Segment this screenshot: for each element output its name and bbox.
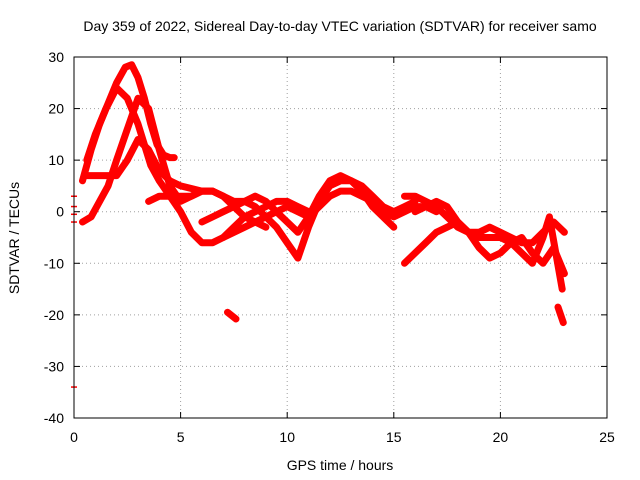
y-tick-label: 20 xyxy=(48,101,64,117)
grid xyxy=(74,57,607,418)
series-line-segment-a xyxy=(224,308,240,323)
x-tick-label: 15 xyxy=(386,429,402,445)
y-tick-label: -10 xyxy=(44,255,64,271)
x-tick-label: 10 xyxy=(279,429,295,445)
y-axis-label: SDTVAR / TECUs xyxy=(6,182,22,294)
y-tick-label: 10 xyxy=(48,152,64,168)
y-tick-label: -20 xyxy=(44,307,64,323)
y-tick-label: 0 xyxy=(56,204,64,220)
tick-labels: 0 5 10 15 20 25 -40 -30 -20 -10 0 10 20 30 xyxy=(44,49,615,445)
x-tick-label: 0 xyxy=(70,429,78,445)
series-line-segment-b xyxy=(554,303,567,327)
y-tick-label: -30 xyxy=(44,358,64,374)
x-axis-label: GPS time / hours xyxy=(287,457,394,473)
y-tick-label: 30 xyxy=(48,49,64,65)
x-tick-label: 25 xyxy=(599,429,615,445)
plot-frame xyxy=(73,56,608,419)
y-tick-label: -40 xyxy=(44,410,64,426)
series-layer xyxy=(79,61,568,327)
x-tick-label: 5 xyxy=(177,429,185,445)
ticks xyxy=(73,56,608,419)
x-tick-label: 20 xyxy=(493,429,509,445)
series-line-track-10 xyxy=(411,197,566,293)
series-line-track-7 xyxy=(219,187,440,241)
chart-title: Day 359 of 2022, Sidereal Day-to-day VTE… xyxy=(83,18,596,34)
